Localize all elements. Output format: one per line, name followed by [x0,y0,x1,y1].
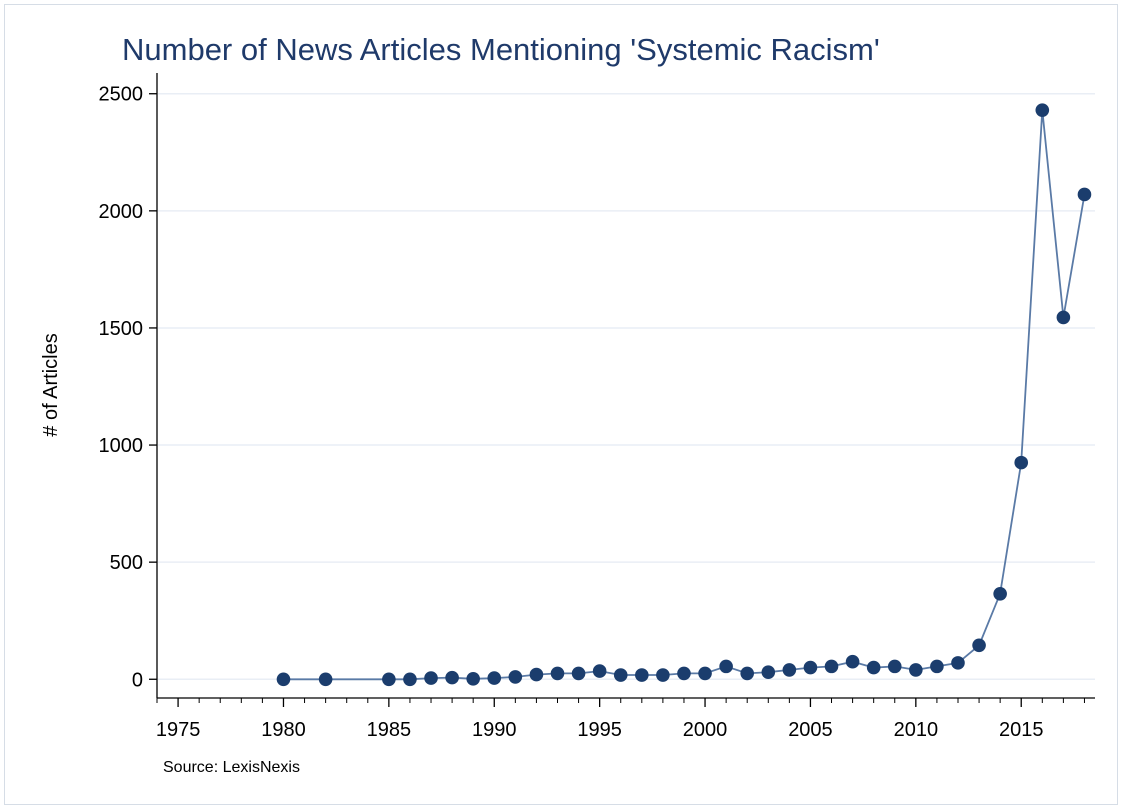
data-point-2004 [782,663,797,677]
data-point-2001 [719,659,733,674]
x-tick-label-1995: 1995 [577,719,622,741]
data-point-1989 [466,671,480,686]
x-tick-label-2015: 2015 [999,719,1044,741]
chart-frame: Number of News Articles Mentioning 'Syst… [4,4,1118,805]
x-tick-label-2010: 2010 [894,719,939,741]
data-point-2012 [951,656,965,670]
x-tick-label-1990: 1990 [472,719,517,741]
data-point-1990 [487,671,502,685]
data-point-1992 [529,667,544,682]
data-point-2017 [1056,310,1071,325]
data-point-2010 [909,663,923,677]
y-tick-label-1500: 1500 [99,318,144,340]
x-tick-label-1985: 1985 [367,719,412,741]
chart-title: Number of News Articles Mentioning 'Syst… [122,32,880,67]
axes: 0 500 1000 1500 2000 2500 1975 1980 1985 1990 1995… [99,73,1095,741]
data-point-2003 [761,665,776,680]
data-point-2008 [866,660,881,675]
data-point-2016 [1035,103,1050,117]
x-tick-label-1975: 1975 [156,719,201,741]
y-axis-label: # of Articles [40,333,62,436]
line-chart: Number of News Articles Mentioning 'Syst… [40,32,1095,776]
y-tick-label-1000: 1000 [99,435,144,457]
series-line-0 [283,110,1086,681]
data-point-2015 [1014,455,1029,470]
data-point-2005 [803,660,818,675]
data-point-2011 [930,659,944,674]
data-point-1988 [445,670,459,685]
y-tick-label-2000: 2000 [99,201,144,223]
data-point-2002 [740,666,755,681]
data-point-1995 [592,664,607,678]
x-tick-label-2005: 2005 [788,719,833,741]
data-point-1999 [677,666,691,681]
data-point-1994 [571,666,586,681]
grid-lines [158,92,1095,681]
data-point-1987 [424,671,438,685]
data-point-1986 [403,672,417,687]
data-point-2014 [993,586,1007,601]
data-series [276,103,1092,687]
data-point-2000 [698,666,712,681]
data-point-1980 [276,672,291,687]
data-point-2006 [824,659,839,674]
data-point-1993 [550,666,565,681]
x-tick-label-2000: 2000 [683,719,728,741]
data-point-1997 [635,668,649,682]
data-point-1985 [382,672,396,687]
x-tick-label-1980: 1980 [261,719,306,741]
data-point-1996 [613,668,628,682]
data-point-1982 [318,672,333,687]
y-tick-label-2500: 2500 [99,84,144,106]
data-point-2007 [845,654,860,669]
data-point-1998 [656,668,670,682]
data-point-2013 [972,638,986,653]
source-note: Source: LexisNexis [163,759,300,776]
y-tick-label-0: 0 [132,669,143,691]
data-point-1991 [508,670,523,684]
y-tick-label-500: 500 [110,552,143,574]
data-point-2009 [887,659,902,674]
data-point-2018 [1077,187,1092,202]
